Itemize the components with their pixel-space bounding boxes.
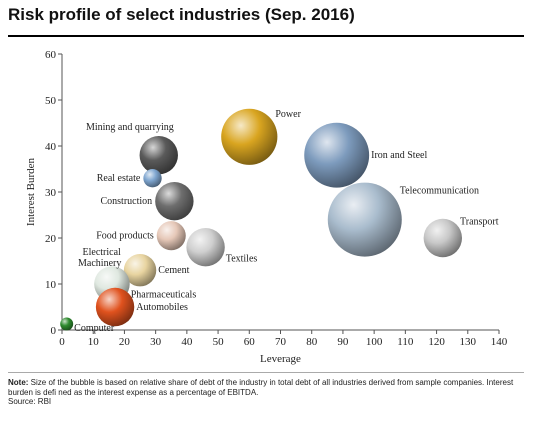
- x-tick-label: 50: [213, 336, 225, 348]
- bubble-automobiles: [95, 287, 135, 327]
- bubble-food-products: [156, 221, 186, 251]
- y-tick-label: 60: [45, 49, 57, 61]
- x-tick-label: 30: [150, 336, 162, 348]
- title-divider: [8, 35, 524, 37]
- chart-axes: 0 10 20 30 40 50 60 70 80 90 100 110 120 130 140 0 10 20 3…: [45, 49, 508, 348]
- bubble-chart: 0 10 20 30 40 50 60 70 80 90 100 110 120 130 140 0 10 20 3…: [25, 49, 508, 365]
- bubble-label-construction: Construction: [101, 196, 153, 207]
- bubble-label-automobiles: Automobiles: [136, 302, 188, 313]
- chart-bubble-labels: Power Iron and Steel Telecommunication Tran…: [74, 109, 499, 334]
- bubble-label-pharmaceuticals: Pharmaceuticals: [131, 290, 197, 301]
- x-tick-label: 70: [275, 336, 287, 348]
- note-label: Note:: [8, 378, 29, 387]
- bubble-label-iron-and-steel: Iron and Steel: [371, 150, 427, 161]
- note-text: Size of the bubble is based on relative …: [8, 378, 514, 397]
- x-axis-label: Leverage: [260, 353, 301, 365]
- y-tick-label: 40: [45, 141, 57, 153]
- note-divider: [8, 372, 524, 373]
- bubble-real-estate: [143, 169, 162, 188]
- bubble-transport: [423, 218, 463, 258]
- bubble-label-cement: Cement: [158, 265, 189, 276]
- x-tick-label: 90: [337, 336, 349, 348]
- bubble-cement: [123, 253, 157, 287]
- bubble-power: [221, 108, 278, 165]
- x-tick-label: 20: [119, 336, 131, 348]
- chart-title: Risk profile of select industries (Sep. …: [8, 5, 355, 24]
- x-tick-label: 110: [397, 336, 414, 348]
- source-text: Source: RBI: [8, 397, 52, 406]
- bubble-textiles: [186, 228, 225, 267]
- bubble-label-mining-and-quarrying: Mining and quarrying: [86, 122, 174, 133]
- y-tick-label: 30: [45, 187, 57, 199]
- y-tick-label: 10: [45, 279, 57, 291]
- bubble-telecommunication: [327, 182, 402, 257]
- y-tick-label: 0: [51, 325, 57, 337]
- x-tick-label: 120: [428, 336, 445, 348]
- bubble-label-computer: Computer: [74, 323, 115, 334]
- x-tick-label: 60: [244, 336, 256, 348]
- x-tick-label: 10: [88, 336, 100, 348]
- x-tick-label: 0: [59, 336, 65, 348]
- x-tick-label: 40: [181, 336, 193, 348]
- bubble-iron-and-steel: [304, 122, 370, 188]
- bubble-computer: [60, 317, 74, 331]
- y-tick-label: 20: [45, 233, 57, 245]
- bubble-mining-and-quarrying: [139, 136, 178, 175]
- bubble-label-transport: Transport: [460, 217, 499, 228]
- x-tick-label: 80: [306, 336, 318, 348]
- bubble-label-power: Power: [275, 109, 301, 120]
- bubble-label-telecommunication: Telecommunication: [400, 186, 479, 197]
- bubble-label-electrical-machinery: Electrical Machinery: [78, 247, 121, 269]
- bubble-label-food-products: Food products: [96, 231, 154, 242]
- chart-note: Note: Size of the bubble is based on rel…: [8, 378, 526, 407]
- y-axis-label: Interest Burden: [25, 157, 37, 226]
- bubble-construction: [155, 182, 194, 221]
- bubble-label-textiles: Textiles: [226, 254, 258, 265]
- x-tick-label: 140: [491, 336, 508, 348]
- bubble-label-real-estate: Real estate: [97, 173, 141, 184]
- x-tick-label: 100: [366, 336, 383, 348]
- y-tick-label: 50: [45, 95, 57, 107]
- x-tick-label: 130: [460, 336, 477, 348]
- chart-bubbles: [60, 108, 463, 331]
